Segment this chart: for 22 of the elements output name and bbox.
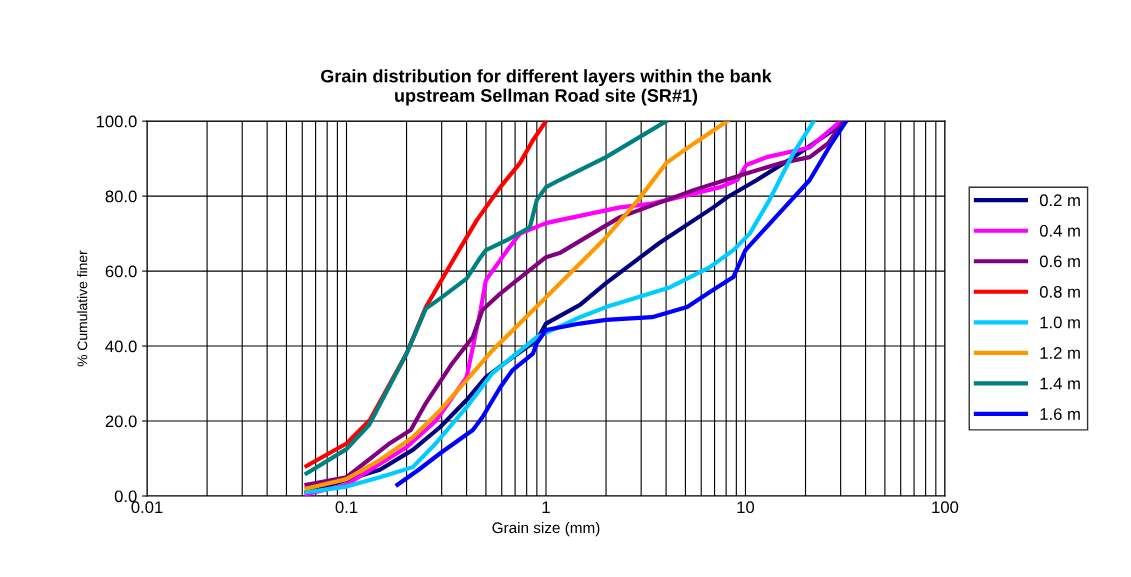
x-tick-label: 10 xyxy=(737,501,755,514)
x-tick-label: 0.1 xyxy=(335,501,358,514)
x-axis-title: Grain size (mm) xyxy=(492,521,600,537)
y-tick-label: 80.0 xyxy=(105,190,137,203)
y-tick-label: 40.0 xyxy=(105,340,137,353)
y-tick-label: 20.0 xyxy=(105,415,137,428)
legend-label: 1.2 m xyxy=(1040,347,1080,359)
legend-label: 0.6 m xyxy=(1039,255,1080,268)
legend-label: 1.4 m xyxy=(1040,377,1080,390)
legend-label: 0.2 m xyxy=(1039,194,1080,207)
legend-label: 0.8 m xyxy=(1039,285,1080,298)
y-tick-label: 60.0 xyxy=(105,265,137,278)
chart-title: Grain distribution for different layers within the bank upstream Sellman Road site (SR#1) xyxy=(321,69,772,106)
legend-label: 1.6 m xyxy=(1040,408,1080,420)
y-tick-label: 0.0 xyxy=(114,490,137,503)
legend-label: 1.0 m xyxy=(1040,316,1080,329)
x-tick-label: 100 xyxy=(932,501,959,514)
x-tick-label: 0.01 xyxy=(131,501,163,514)
legend-label: 0.4 m xyxy=(1039,224,1080,237)
x-tick-label: 1 xyxy=(542,501,550,513)
y-axis-title: % Cumulative finer xyxy=(77,250,88,367)
y-tick-label: 100.0 xyxy=(96,115,137,128)
